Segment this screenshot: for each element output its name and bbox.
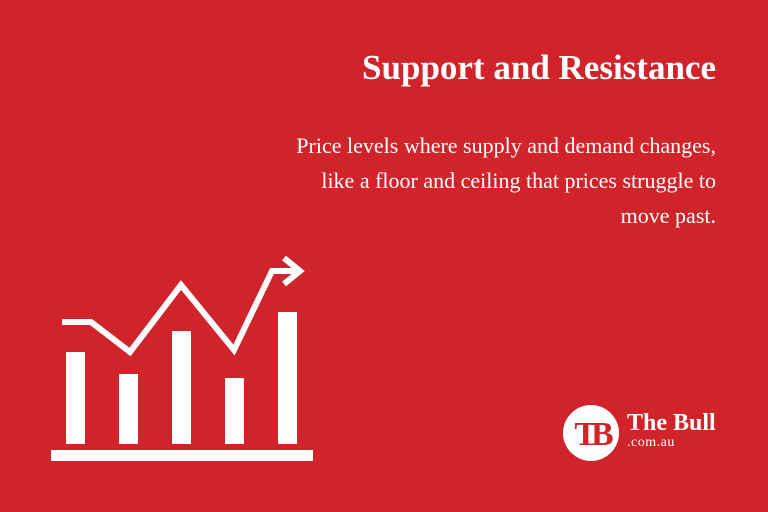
- tb-monogram-icon: TB: [563, 405, 619, 461]
- logo-name: The Bull: [627, 410, 716, 436]
- card-description: Price levels where supply and demand cha…: [296, 133, 716, 228]
- chart-bar: [278, 312, 297, 444]
- chart-bar: [66, 352, 85, 444]
- logo-domain: .com.au: [627, 435, 675, 450]
- card-title: Support and Resistance: [362, 48, 716, 87]
- arrow-head: [282, 255, 305, 287]
- logo-monogram: TB: [574, 416, 613, 453]
- chart-bar: [172, 331, 191, 444]
- the-bull-logo[interactable]: TB The Bull .com.au: [563, 404, 723, 462]
- chart-bar: [119, 374, 138, 444]
- chart-bar: [225, 378, 244, 444]
- trend-line: [62, 268, 296, 357]
- growth-chart-icon: [51, 255, 313, 461]
- chart-baseline: [51, 450, 313, 461]
